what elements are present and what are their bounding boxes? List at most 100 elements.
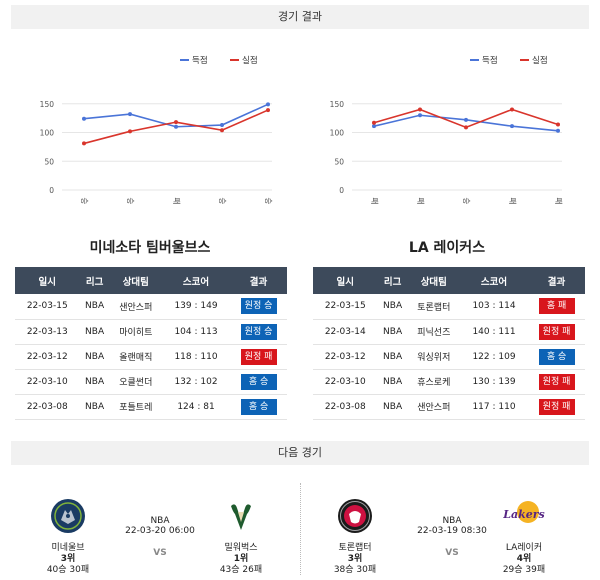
next-game-2[interactable]: 토론랩터 3위 38승 30패 NBA 22-03-19 08:30 VS La… <box>312 492 592 577</box>
x-tick-label: 승 <box>218 198 227 205</box>
team-name: 토론랩터 <box>338 543 372 553</box>
data-point <box>128 112 132 117</box>
game-date: 22-03-08 <box>313 394 378 420</box>
result-badge: 홈 승 <box>538 348 575 365</box>
game-date: 22-03-12 <box>15 344 80 370</box>
result-badge: 원정 패 <box>538 373 575 390</box>
team-title-lakers: LA 레이커스 <box>408 240 486 256</box>
divider <box>300 483 301 575</box>
next-game-1-home[interactable]: 미네울브 3위 40승 30패 <box>28 498 108 576</box>
y-tick-label: 150 <box>40 100 55 109</box>
game-league: NBA <box>377 394 408 420</box>
game-score: 117 : 110 <box>459 394 529 420</box>
vs-label: VS <box>445 548 459 558</box>
team-rank: 1위 <box>233 554 249 564</box>
game-date: 22-03-13 <box>15 319 80 345</box>
table-row: 22-03-13 NBA 마이히트 104 : 113 원정 승 <box>15 319 287 345</box>
y-tick-label: 150 <box>330 100 345 109</box>
opponent: 마이히트 <box>109 319 162 345</box>
games-table-minnesota: 일시 리그 상대팀 스코어 결과 22-03-15 NBA 샌안스퍼 139 : 149 원정 승… <box>15 267 287 420</box>
bucks-logo-icon <box>231 504 251 530</box>
data-point <box>82 141 86 146</box>
svg-text:Lakers: Lakers <box>502 508 544 521</box>
next-game-2-info: NBA 22-03-19 08:30 VS <box>407 516 497 558</box>
x-tick-label: 승 <box>462 198 471 205</box>
data-point <box>220 128 224 133</box>
column-header: 결과 <box>528 267 585 294</box>
game-result: 홈 승 <box>528 344 585 370</box>
opponent: 피닉선즈 <box>407 319 460 345</box>
next-game-2-home[interactable]: 토론랩터 3위 38승 30패 <box>315 498 395 576</box>
team-rank: 3위 <box>347 554 363 564</box>
data-point <box>128 129 132 134</box>
game-result: 원정 패 <box>528 369 585 395</box>
next-game-1[interactable]: 미네울브 3위 40승 30패 NBA 22-03-20 06:00 VS 밀워… <box>20 492 300 577</box>
x-tick-label: 패 <box>416 198 426 205</box>
y-tick-label: 0 <box>49 186 54 195</box>
table-row: 22-03-15 NBA 샌안스퍼 139 : 149 원정 승 <box>15 294 287 320</box>
column-header: 상대팀 <box>407 267 460 294</box>
result-badge: 홈 승 <box>240 398 277 415</box>
game-score: 130 : 139 <box>459 369 529 395</box>
table-row: 22-03-12 NBA 워싱위저 122 : 109 홈 승 <box>313 344 585 370</box>
x-tick-label: 패 <box>370 198 380 205</box>
table-header-row: 일시 리그 상대팀 스코어 결과 <box>313 267 585 294</box>
data-point <box>82 116 86 121</box>
next-game-1-info: NBA 22-03-20 06:00 VS <box>115 516 205 558</box>
data-point <box>510 124 514 129</box>
column-header: 일시 <box>15 267 80 294</box>
game-result: 홈 승 <box>230 394 287 420</box>
chart-minnesota-svg: 득점 실점 0 50 100 150 승 승 패 승 승 <box>40 55 273 205</box>
result-badge: 원정 패 <box>240 348 277 365</box>
y-tick-label: 0 <box>339 186 344 195</box>
game-league: NBA <box>442 516 462 526</box>
data-point <box>556 128 560 133</box>
column-header: 결과 <box>230 267 287 294</box>
result-badge: 홈 승 <box>240 373 277 390</box>
data-point <box>266 108 270 113</box>
results-header: 경기 결과 <box>11 5 589 29</box>
result-badge: 원정 패 <box>538 323 575 340</box>
timberwolves-logo-icon <box>51 499 85 533</box>
x-tick-label: 패 <box>554 198 564 205</box>
team-name: LA레이커 <box>505 543 543 553</box>
raptors-logo-icon <box>338 499 372 533</box>
game-league: NBA <box>377 344 408 370</box>
vs-label: VS <box>153 548 167 558</box>
legend-label: 득점 <box>482 55 498 66</box>
x-tick-label: 승 <box>80 198 89 205</box>
table-row: 22-03-10 NBA 오클썬더 132 : 102 홈 승 <box>15 369 287 395</box>
column-header: 리그 <box>377 267 408 294</box>
table-row: 22-03-08 NBA 포틀트레 124 : 81 홈 승 <box>15 394 287 420</box>
game-date: 22-03-14 <box>313 319 378 345</box>
column-header: 스코어 <box>459 267 529 294</box>
data-point <box>266 102 270 107</box>
game-result: 원정 승 <box>230 319 287 345</box>
next-game-2-away[interactable]: Lakers LA레이커 4위 29승 39패 <box>484 498 564 576</box>
team-rank: 3위 <box>60 554 76 564</box>
opponent: 포틀트레 <box>109 394 162 420</box>
team-name: 미네울브 <box>51 543 85 553</box>
game-result: 홈 패 <box>528 294 585 320</box>
column-header: 상대팀 <box>109 267 162 294</box>
opponent: 샌안스퍼 <box>407 394 460 420</box>
x-tick-label: 패 <box>172 198 182 205</box>
result-badge: 원정 승 <box>240 298 277 315</box>
opponent: 올랜매직 <box>109 344 162 370</box>
game-result: 홈 승 <box>230 369 287 395</box>
data-point <box>372 124 376 129</box>
game-score: 140 : 111 <box>459 319 529 345</box>
game-league: NBA <box>79 394 110 420</box>
game-score: 118 : 110 <box>161 344 231 370</box>
game-score: 104 : 113 <box>161 319 231 345</box>
next-game-1-away[interactable]: 밀워벅스 1위 43승 26패 <box>201 498 281 576</box>
table-row: 22-03-08 NBA 샌안스퍼 117 : 110 원정 패 <box>313 394 585 420</box>
column-header: 리그 <box>79 267 110 294</box>
result-badge: 원정 승 <box>240 323 277 340</box>
y-tick-label: 100 <box>330 129 345 138</box>
team-title-minnesota: 미네소타 팀버울브스 <box>89 240 211 256</box>
column-header: 일시 <box>313 267 378 294</box>
data-point <box>510 107 514 112</box>
game-league: NBA <box>79 294 110 320</box>
